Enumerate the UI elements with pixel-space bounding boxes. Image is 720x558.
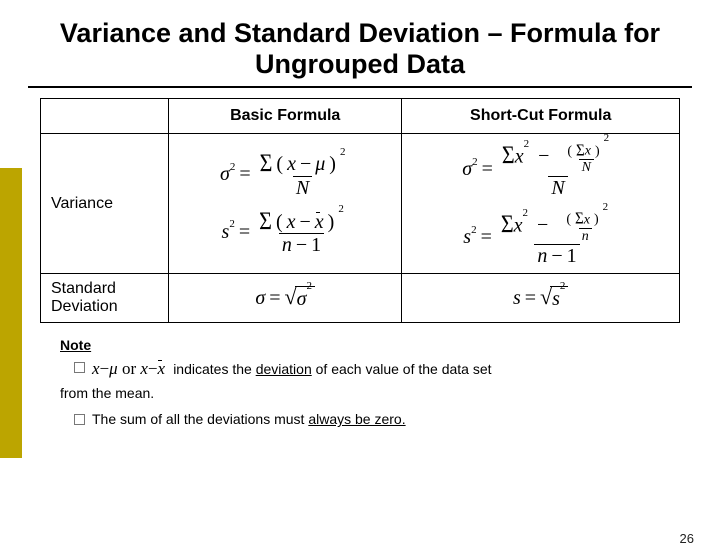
page-number: 26 <box>680 531 694 546</box>
note-2: The sum of all the deviations must alway… <box>74 411 670 427</box>
notes-block: Note x−μ or x−x indicates the deviation … <box>60 337 670 427</box>
cell-variance-short: σ2 = Σx2 − (Σx)2 N N <box>402 134 680 274</box>
note-1: x−μ or x−x indicates the deviation of ea… <box>74 359 670 401</box>
eq-samp-sd: s= √s2 <box>513 286 568 311</box>
row-variance-label: Variance <box>41 134 169 274</box>
slide-title: Variance and Standard Deviation – Formul… <box>30 18 690 80</box>
note-1d: from the mean. <box>60 385 670 401</box>
eq-samp-var-short: s2 = Σx2 − (Σx)2 n n−1 <box>463 209 618 268</box>
note-1a: indicates the <box>173 361 256 377</box>
col-short: Short-Cut Formula <box>402 99 680 134</box>
row-stddev-label: Standard Deviation <box>41 274 169 323</box>
cell-stddev-short: s= √s2 <box>402 274 680 323</box>
formula-table: Basic Formula Short-Cut Formula Variance… <box>40 98 680 323</box>
deviation-expression: x−μ or x−x <box>92 359 169 378</box>
cell-stddev-basic: σ= √σ2 <box>169 274 402 323</box>
title-underline <box>28 86 692 88</box>
col-blank <box>41 99 169 134</box>
eq-pop-sd: σ= √σ2 <box>255 286 315 311</box>
eq-pop-var-basic: σ2 = Σ(x−μ)2 N <box>220 151 351 198</box>
note-1b: deviation <box>256 361 312 377</box>
eq-pop-var-short: σ2 = Σx2 − (Σx)2 N N <box>462 140 619 199</box>
cell-variance-basic: σ2 = Σ(x−μ)2 N s2 = Σ(x−x)2 n−1 <box>169 134 402 274</box>
note-1c: of each value of the data set <box>312 361 492 377</box>
col-basic: Basic Formula <box>169 99 402 134</box>
table-header-row: Basic Formula Short-Cut Formula <box>41 99 680 134</box>
row-variance: Variance σ2 = Σ(x−μ)2 N s2 = Σ(x− <box>41 134 680 274</box>
note-2b: always be zero. <box>308 411 405 427</box>
notes-heading: Note <box>60 337 91 353</box>
eq-samp-var-basic: s2 = Σ(x−x)2 n−1 <box>222 209 349 256</box>
row-stddev: Standard Deviation σ= √σ2 s= √s2 <box>41 274 680 323</box>
accent-bar <box>0 168 22 458</box>
note-2a: The sum of all the deviations must <box>92 411 308 427</box>
